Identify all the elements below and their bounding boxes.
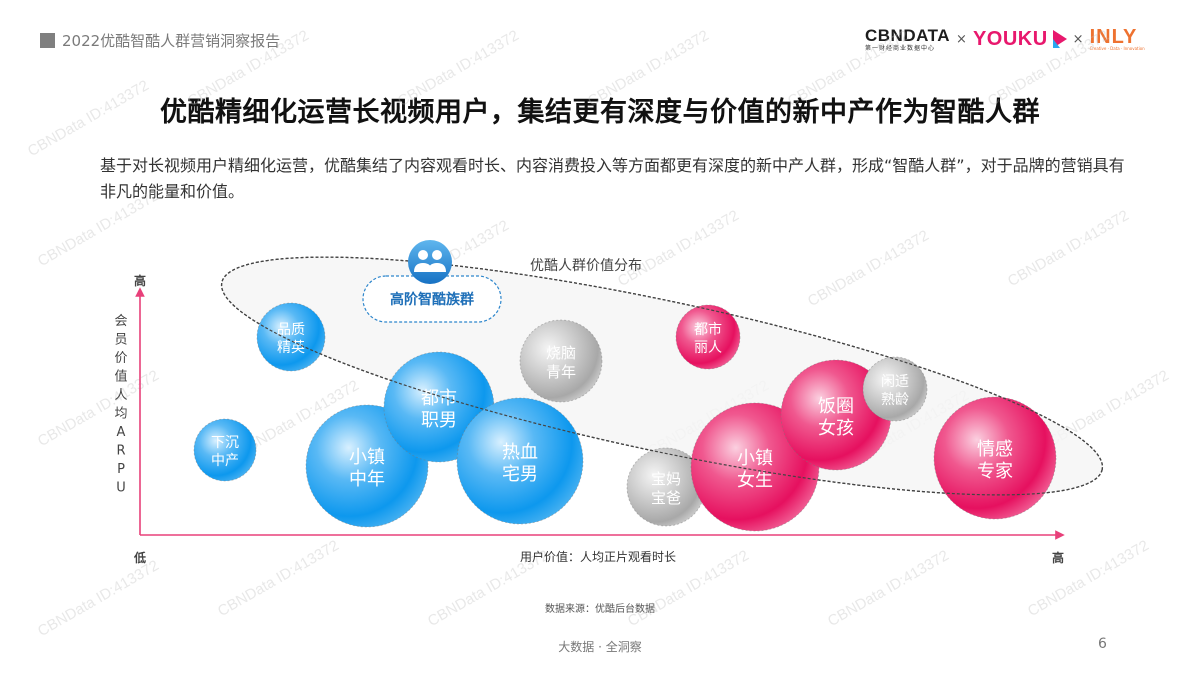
svg-text:R: R bbox=[116, 444, 125, 459]
logo-separator: × bbox=[956, 31, 967, 47]
svg-text:均: 均 bbox=[114, 407, 127, 422]
slide-title: 优酷精细化运营长视频用户，集结更有深度与价值的新中产作为智酷人群 bbox=[160, 97, 1040, 128]
bubble-label: 专家 bbox=[977, 461, 1013, 482]
bubble-label: 小镇 bbox=[737, 448, 773, 469]
report-title-square-icon bbox=[40, 32, 55, 48]
svg-text:人: 人 bbox=[114, 388, 127, 403]
bubble-label: 闲适 bbox=[881, 374, 909, 390]
x-axis-high-label: 高 bbox=[1052, 550, 1064, 565]
svg-text:价: 价 bbox=[114, 351, 127, 366]
group-ellipse-outline bbox=[220, 256, 1104, 496]
bubble-label: 中产 bbox=[211, 453, 239, 469]
bubble-label: 宅男 bbox=[502, 464, 538, 485]
bubble-label: 青年 bbox=[546, 363, 576, 381]
users-icon bbox=[408, 240, 452, 284]
inly-logo: INLY Creative · Data · Innovation bbox=[1089, 26, 1145, 51]
bubble-label: 小镇 bbox=[349, 447, 385, 468]
slide-description: 基于对长视频用户精细化运营，优酷集结了内容观看时长、内容消费投入等方面都更有深度… bbox=[100, 156, 1125, 201]
bubble-label: 女生 bbox=[737, 470, 773, 491]
bubble-label: 熟龄 bbox=[881, 392, 909, 408]
bubble-label: 下沉 bbox=[211, 435, 239, 451]
bubble-label: 丽人 bbox=[694, 340, 722, 356]
bubble-label: 饭圈 bbox=[818, 396, 854, 417]
partner-logos: CBNDATA 第一财经商业数据中心 × YOUKU × INLY Creati… bbox=[865, 22, 1145, 56]
data-source-note: 数据来源：优酷后台数据 bbox=[545, 604, 655, 615]
bubble-label: 职男 bbox=[421, 410, 457, 431]
youku-logo: YOUKU bbox=[973, 28, 1067, 51]
x-axis-low-label: 低 bbox=[133, 550, 146, 565]
bubble-label: 中年 bbox=[349, 469, 385, 490]
bubble-label: 女孩 bbox=[818, 418, 854, 439]
svg-text:值: 值 bbox=[114, 369, 127, 385]
bubble-label: 情感 bbox=[977, 439, 1013, 460]
bubble-label: 都市 bbox=[694, 321, 722, 338]
report-title-text: 2022优酷智酷人群营销洞察报告 bbox=[62, 31, 281, 50]
bubble-label: 都市 bbox=[421, 388, 457, 409]
x-axis-title: 用户价值：人均正片观看时长 bbox=[520, 549, 676, 564]
y-axis-high-label: 高 bbox=[134, 273, 146, 288]
svg-text:会: 会 bbox=[114, 314, 127, 329]
bubble-label: 精英 bbox=[277, 339, 305, 356]
svg-text:U: U bbox=[116, 481, 126, 496]
svg-text:员: 员 bbox=[114, 333, 127, 348]
bubble-label: 热血 bbox=[502, 442, 538, 463]
bubble-label: 烧脑 bbox=[546, 344, 576, 362]
bubble-label: 宝爸 bbox=[651, 489, 681, 507]
group-badge: 高阶智酷族群 bbox=[362, 240, 502, 323]
chart-title: 优酷人群价值分布 bbox=[530, 258, 642, 274]
svg-text:A: A bbox=[117, 425, 126, 440]
report-title: 2022优酷智酷人群营销洞察报告 bbox=[40, 30, 280, 50]
cbndata-logo: CBNDATA 第一财经商业数据中心 bbox=[865, 25, 951, 52]
group-badge-label: 高阶智酷族群 bbox=[390, 291, 474, 308]
footer-slogan: 大数据 · 全洞察 bbox=[558, 640, 642, 654]
page-number: 6 bbox=[1098, 636, 1107, 652]
logo-separator: × bbox=[1072, 31, 1084, 47]
svg-text:P: P bbox=[117, 462, 125, 477]
youku-play-icon bbox=[1052, 30, 1067, 48]
bubble-label: 宝妈 bbox=[651, 470, 681, 488]
bubble-label: 品质 bbox=[277, 322, 305, 338]
